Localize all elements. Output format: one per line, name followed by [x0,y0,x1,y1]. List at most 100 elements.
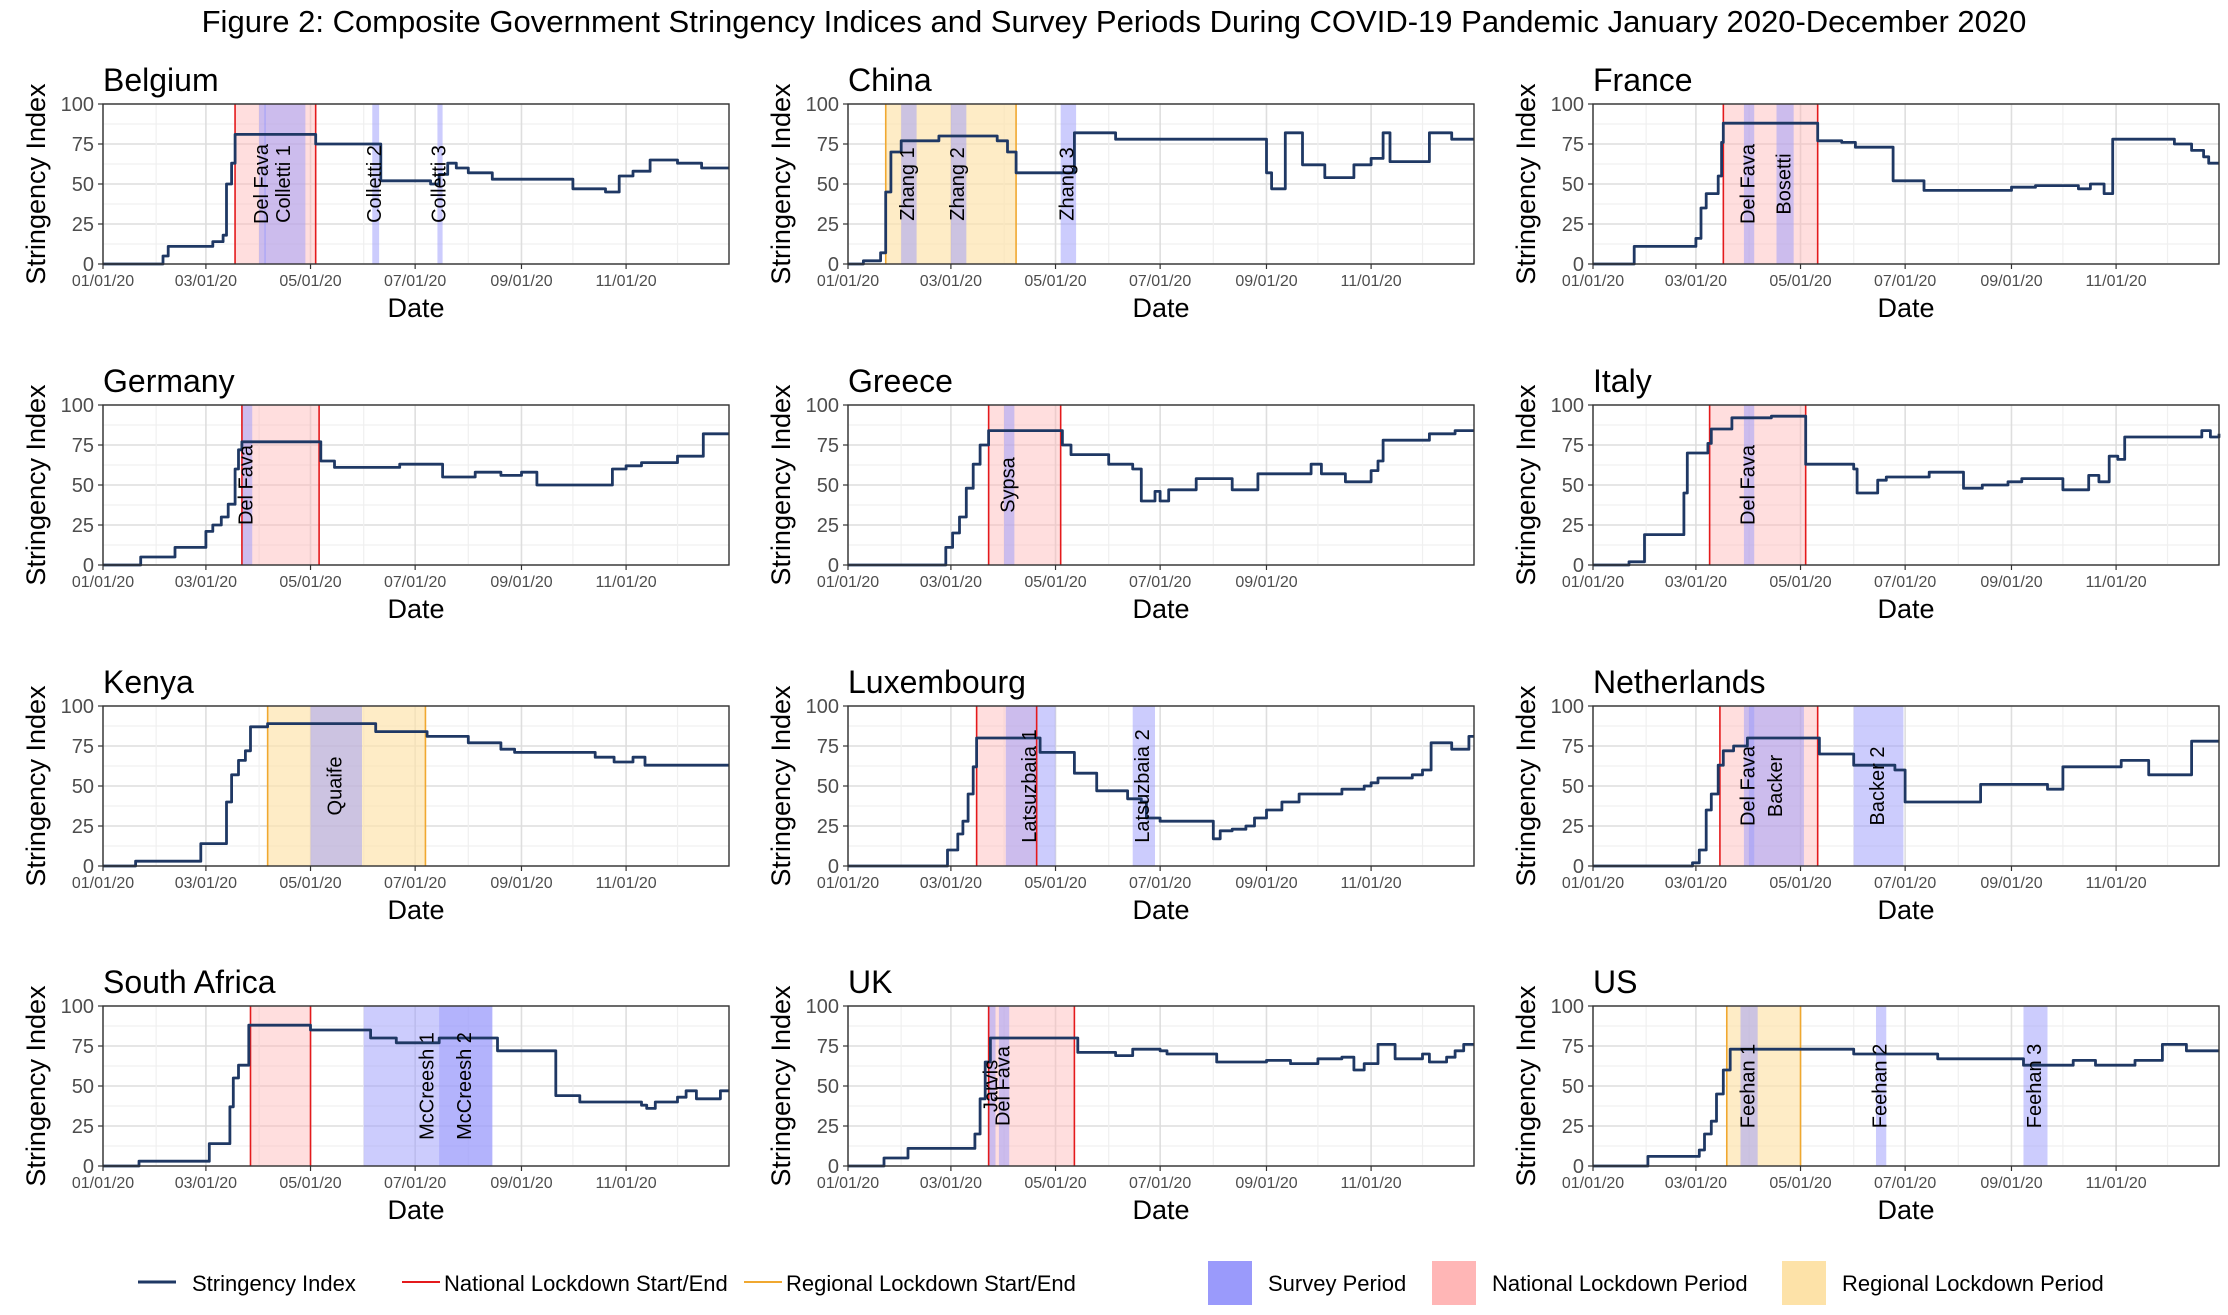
x-tick-label: 03/01/20 [175,574,237,591]
y-tick-label: 75 [72,736,94,758]
panel-italy: Del Fava 0 25 50 75 100 01/01/20 03/01/20 05/01/… [1511,363,2221,624]
x-tick-label: 07/01/20 [384,273,446,290]
survey-period [1743,405,1755,565]
survey-period [988,1006,996,1166]
x-tick-label: 11/01/20 [1341,1175,1402,1192]
survey-label: Feehan 2 [1869,1044,1891,1129]
survey-label: Feehan 1 [1737,1044,1759,1129]
x-tick-label: 01/01/20 [72,574,134,591]
x-tick-label: 09/01/20 [490,574,552,591]
y-tick-label: 0 [83,856,94,878]
x-tick-label: 03/01/20 [920,1175,982,1192]
panel-kenya: Quaife 0 25 50 75 100 01/01/20 03/01/20 05/01/20… [21,664,730,925]
panel-title: South Africa [103,964,276,1000]
y-tick-label: 50 [817,174,839,196]
stringency-line [1593,736,2219,868]
y-tick-label: 0 [1573,1156,1584,1178]
x-tick-label: 09/01/20 [1980,574,2042,591]
y-tick-label: 100 [1551,696,1584,718]
y-axis-label: Stringency Index [766,685,796,887]
survey-label: Latsuzbaia 1 [1019,729,1041,842]
x-tick-label: 07/01/20 [1129,574,1191,591]
survey-label: Del Fava [1737,745,1759,826]
y-axis-label: Stringency Index [1511,384,1541,586]
national-lockdown-period [1723,104,1818,264]
panel-title: France [1593,62,1693,98]
panel-title: Belgium [103,62,219,98]
x-tick-label: 03/01/20 [920,875,982,892]
x-tick-label: 05/01/20 [1769,273,1831,290]
panel-france: Del Fava Bosetti 0 25 50 75 100 01/01/20 03/01/2… [1511,62,2220,323]
panel-luxembourg: Latsuzbaia 1 Latsuzbaia 2 0 25 50 75 100 01/01/… [766,664,1475,925]
survey-period [2023,1006,2048,1166]
y-tick-label: 75 [72,1036,94,1058]
y-tick-label: 75 [817,1036,839,1058]
y-tick-label: 100 [1551,996,1584,1018]
chart-grid: Del Fava Colletti 1 Colletti 2 Colletti 302… [21,62,2221,1225]
survey-label: Del Fava [251,143,273,224]
x-tick-label: 01/01/20 [72,273,134,290]
x-tick-label: 09/01/20 [490,875,552,892]
x-axis-label: Date [387,1195,444,1225]
survey-period [439,1006,493,1166]
panel-title: Greece [848,363,953,399]
survey-label: Bosetti [1773,153,1795,214]
legend-national-line-label: National Lockdown Start/End [444,1271,728,1296]
y-tick-label: 25 [1562,1116,1584,1138]
survey-period [1005,706,1056,866]
y-tick-label: 50 [72,1076,94,1098]
survey-label: Jarvis [980,1060,1002,1112]
x-axis-label: Date [387,895,444,925]
panel-title: Italy [1593,363,1652,399]
x-tick-label: 09/01/20 [1235,273,1297,290]
survey-label: Feehan 3 [2024,1044,2046,1129]
survey-label: Colletti 1 [273,145,295,223]
national-lockdown-period [241,405,320,565]
x-tick-label: 11/01/20 [2086,273,2147,290]
survey-period [1776,104,1794,264]
y-tick-label: 100 [806,94,839,116]
x-tick-label: 01/01/20 [1562,1175,1624,1192]
survey-label: Del Fava [992,1045,1014,1126]
y-axis-label: Stringency Index [1511,685,1541,887]
y-tick-label: 100 [61,696,94,718]
regional-lockdown-period [1726,1006,1801,1166]
x-tick-label: 05/01/20 [1024,273,1086,290]
panel-china: Zhang 1 Zhang 2 Zhang 3 0 25 50 75 100 01/01/20 0… [766,62,1475,323]
y-axis-label: Stringency Index [21,83,51,285]
x-tick-label: 09/01/20 [1980,1175,2042,1192]
survey-period [901,104,917,264]
y-tick-label: 0 [1573,856,1584,878]
x-tick-label: 01/01/20 [817,273,879,290]
legend: Stringency Index National Lockdown Start… [138,1261,2104,1305]
panel-netherlands: Del Fava Backer Backer 2 0 25 50 75 100 01/01/20… [1511,664,2220,925]
panel-belgium: Del Fava Colletti 1 Colletti 2 Colletti 3 0 2… [21,62,730,323]
survey-period [1132,706,1155,866]
survey-label: Colletti 2 [364,145,386,223]
x-tick-label: 11/01/20 [596,875,657,892]
y-axis-label: Stringency Index [766,384,796,586]
y-tick-label: 25 [1562,515,1584,537]
x-tick-label: 11/01/20 [596,273,657,290]
panel-title: China [848,62,932,98]
y-axis-label: Stringency Index [1511,985,1541,1187]
x-tick-label: 03/01/20 [920,574,982,591]
x-tick-label: 05/01/20 [1024,574,1086,591]
y-tick-label: 100 [61,94,94,116]
survey-label: Colletti 3 [428,145,450,223]
survey-period [1853,706,1904,866]
national-lockdown-period [1709,405,1806,565]
stringency-line [848,735,1474,868]
survey-label: Del Fava [1737,143,1759,224]
x-tick-label: 07/01/20 [1874,273,1936,290]
survey-label: Backer [1765,755,1787,818]
x-tick-label: 05/01/20 [279,574,341,591]
survey-label: Backer 2 [1867,747,1889,826]
x-axis-label: Date [1877,1195,1934,1225]
panel-greece: Sypsa 0 25 50 75 100 01/01/20 03/01/20 05/01/20 0… [766,363,1475,624]
y-tick-label: 0 [83,1156,94,1178]
y-axis-label: Stringency Index [766,83,796,285]
x-tick-label: 09/01/20 [1980,875,2042,892]
x-tick-label: 01/01/20 [1562,574,1624,591]
x-tick-label: 03/01/20 [175,273,237,290]
